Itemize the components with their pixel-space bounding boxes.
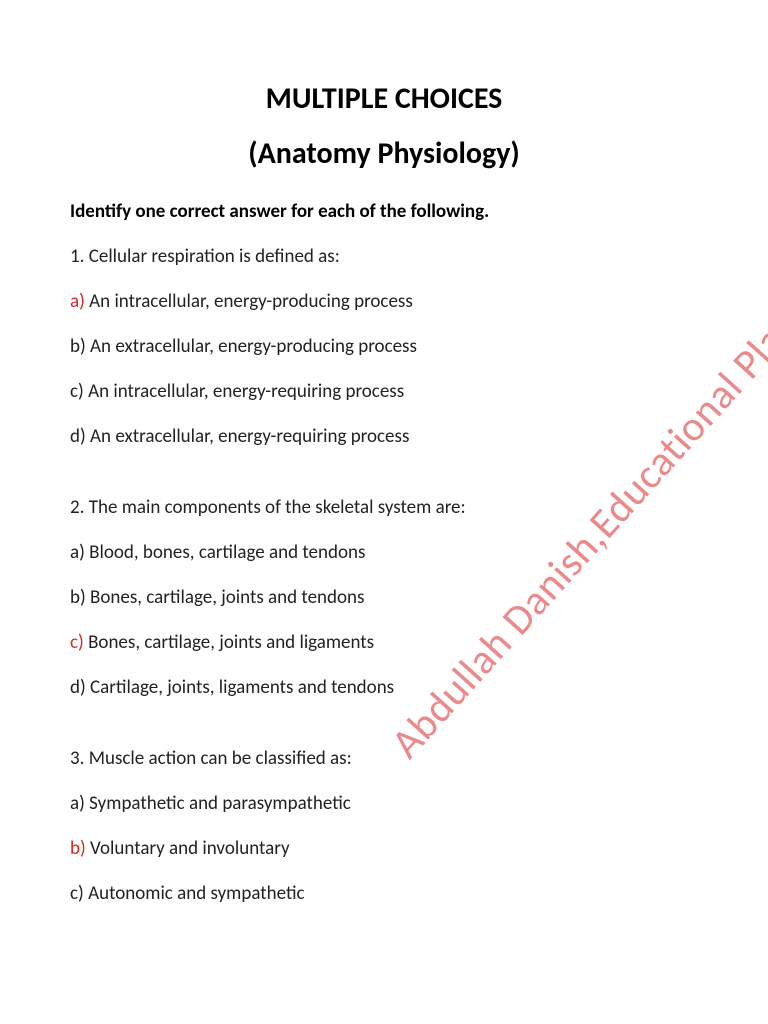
- option-letter: c): [70, 882, 88, 905]
- option-text: Blood, bones, cartilage and tendons: [89, 541, 365, 564]
- answer-option: a) Sympathetic and parasympathetic: [70, 792, 698, 815]
- question-text: The main components of the skeletal syst…: [89, 496, 466, 519]
- option-text: An intracellular, energy-requiring proce…: [88, 380, 404, 403]
- option-text: An extracellular, energy-requiring proce…: [90, 425, 409, 448]
- option-letter: b): [70, 335, 90, 358]
- question-text: Muscle action can be classified as:: [89, 747, 352, 770]
- question-stem: 1. Cellular respiration is defined as:: [70, 245, 698, 268]
- option-text: Autonomic and sympathetic: [88, 882, 305, 905]
- answer-option: b) Voluntary and involuntary: [70, 837, 698, 860]
- option-letter: c): [70, 631, 88, 654]
- answer-option: d) Cartilage, joints, ligaments and tend…: [70, 676, 698, 699]
- option-letter: d): [70, 676, 90, 699]
- option-letter: d): [70, 425, 90, 448]
- question-number: 2.: [70, 496, 89, 519]
- option-text: Bones, cartilage, joints and tendons: [90, 586, 364, 609]
- question-stem: 3. Muscle action can be classified as:: [70, 747, 698, 770]
- option-letter: b): [70, 837, 90, 860]
- option-letter: a): [70, 792, 89, 815]
- answer-option: c) Autonomic and sympathetic: [70, 882, 698, 905]
- answer-option: b) Bones, cartilage, joints and tendons: [70, 586, 698, 609]
- question-number: 1.: [70, 245, 89, 268]
- question-text: Cellular respiration is defined as:: [89, 245, 340, 268]
- instruction-text: Identify one correct answer for each of …: [70, 200, 698, 223]
- option-letter: b): [70, 586, 90, 609]
- question-stem: 2. The main components of the skeletal s…: [70, 496, 698, 519]
- option-text: An extracellular, energy-producing proce…: [90, 335, 417, 358]
- answer-option: a) An intracellular, energy-producing pr…: [70, 290, 698, 313]
- document-page: MULTIPLE CHOICES (Anatomy Physiology) Id…: [0, 0, 768, 967]
- option-text: Bones, cartilage, joints and ligaments: [88, 631, 374, 654]
- question-number: 3.: [70, 747, 89, 770]
- option-text: Cartilage, joints, ligaments and tendons: [90, 676, 394, 699]
- option-letter: a): [70, 290, 89, 313]
- page-title-2: (Anatomy Physiology): [70, 135, 698, 172]
- option-letter: c): [70, 380, 88, 403]
- answer-option: b) An extracellular, energy-producing pr…: [70, 335, 698, 358]
- answer-option: d) An extracellular, energy-requiring pr…: [70, 425, 698, 448]
- option-text: An intracellular, energy-producing proce…: [89, 290, 413, 313]
- answer-option: c) Bones, cartilage, joints and ligament…: [70, 631, 698, 654]
- answer-option: a) Blood, bones, cartilage and tendons: [70, 541, 698, 564]
- option-text: Sympathetic and parasympathetic: [89, 792, 351, 815]
- option-letter: a): [70, 541, 89, 564]
- answer-option: c) An intracellular, energy-requiring pr…: [70, 380, 698, 403]
- option-text: Voluntary and involuntary: [90, 837, 290, 860]
- page-title-1: MULTIPLE CHOICES: [70, 80, 698, 117]
